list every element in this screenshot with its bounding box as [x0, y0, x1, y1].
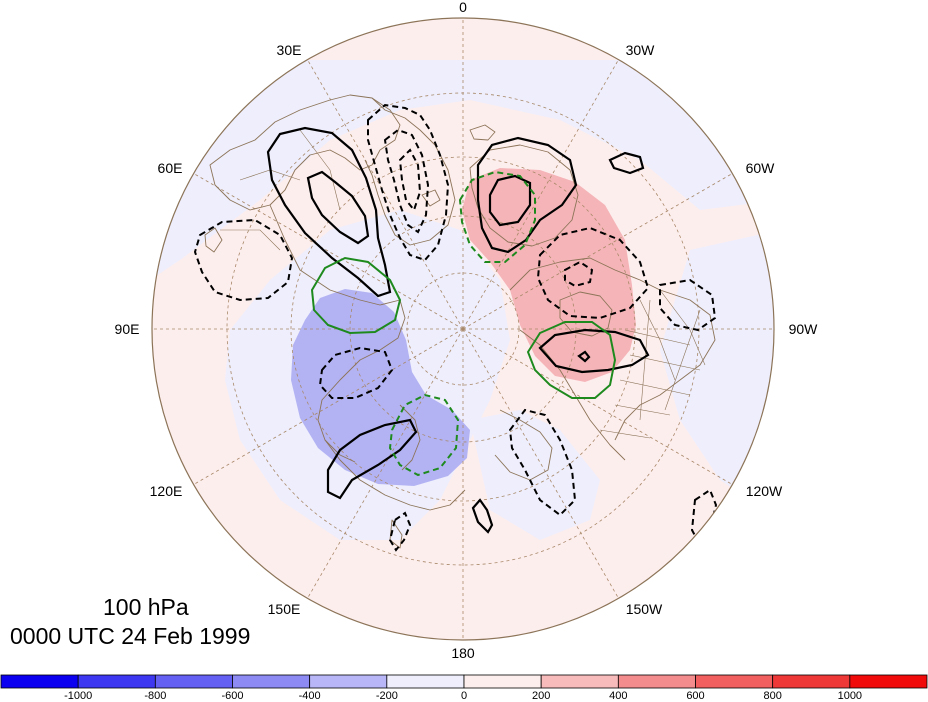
lon-label-120e: 120E — [150, 483, 183, 499]
colorbar-tick-label: -800 — [144, 690, 166, 702]
lon-label-120w: 120W — [746, 483, 783, 499]
dashed-contour-east-pacific — [690, 488, 718, 547]
colorbar-swatch — [232, 674, 311, 689]
lon-label-30e: 30E — [277, 42, 302, 58]
black-solid-contours — [266, 126, 650, 534]
lon-label-60e: 60E — [158, 160, 183, 176]
colorbar-swatch — [386, 674, 465, 689]
black-dashed-contours — [193, 103, 718, 552]
colorbar-tick-label: -400 — [299, 690, 321, 702]
colorbar-swatch — [0, 674, 79, 689]
green-contours — [310, 256, 617, 399]
dashed-contour-alaska — [508, 408, 577, 517]
coast-east-asia — [324, 439, 466, 511]
green-contour-canada — [526, 321, 617, 399]
longitude-labels: 0 30W 60W 90W 120W 150W 180 150E 120E 90… — [115, 0, 819, 661]
dashed-contour-labrador — [536, 226, 650, 320]
light-negative-region-southwest — [470, 410, 600, 540]
colorbar-swatch — [617, 674, 696, 689]
contour-europe-outer — [266, 126, 392, 298]
contour-north-pacific — [471, 498, 494, 534]
contour-east-asia — [326, 418, 418, 500]
green-dashed-contours — [388, 170, 536, 477]
lon-label-90e: 90E — [115, 321, 140, 337]
coast-scandinavia — [364, 97, 456, 246]
dashed-contour-japan — [388, 511, 412, 552]
lon-label-150e: 150E — [268, 601, 301, 617]
colorbar-swatch — [540, 674, 619, 689]
colorbar-tick-label: -1000 — [64, 690, 92, 702]
positive-anomaly-region — [462, 168, 636, 382]
coast-siberia — [269, 204, 406, 463]
colorbar-swatch — [695, 674, 774, 689]
colorbar-tick-label: 1000 — [838, 690, 862, 702]
dashed-contour-scandinavia-1 — [367, 103, 450, 262]
dashed-contour-labrador-inner — [564, 260, 594, 288]
contour-canada — [538, 328, 650, 374]
coast-europe — [209, 94, 401, 211]
coast-kamchatka — [399, 404, 421, 471]
coast-caspian — [204, 227, 223, 253]
coast-canada — [509, 257, 716, 441]
colorbar-swatch — [849, 674, 928, 689]
pressure-level-title: 100 hPa — [103, 594, 189, 620]
coast-alaska — [494, 409, 553, 481]
lon-label-90w: 90W — [789, 321, 819, 337]
colorbar-tick-label: -600 — [221, 690, 243, 702]
coast-north-america-west — [519, 329, 626, 461]
meridian-lines — [152, 18, 774, 640]
colorbar-tick-label: 400 — [609, 690, 627, 702]
colorbar: -1000 -800 -600 -400 -200 0 200 400 600 800 1000 — [0, 674, 928, 702]
lon-label-150w: 150W — [626, 601, 663, 617]
political-boundaries — [220, 129, 706, 439]
dashed-contour-scandinavia-2 — [383, 128, 430, 234]
colorbar-swatch — [154, 674, 233, 689]
colorbar-tick-label: 200 — [532, 690, 550, 702]
valid-time-title: 0000 UTC 24 Feb 1999 — [10, 623, 251, 649]
lon-label-0: 0 — [459, 0, 467, 15]
negative-anomaly-region — [291, 289, 470, 486]
shaded-fields — [152, 18, 774, 640]
colorbar-swatch — [309, 674, 388, 689]
dashed-contour-hudson — [659, 278, 717, 332]
dashed-contour-siberia — [318, 346, 394, 399]
lon-label-30w: 30W — [626, 42, 656, 58]
dashed-contour-caspian — [193, 218, 294, 302]
colorbar-tick-label: -200 — [376, 690, 398, 702]
contour-greenland-inner — [488, 174, 532, 227]
contour-europe-inner — [306, 170, 370, 245]
light-negative-region-north — [152, 60, 774, 280]
contour-canada-core — [577, 350, 591, 363]
colorbar-tick-label: 800 — [763, 690, 781, 702]
contour-greenland-outer — [476, 136, 578, 254]
colorbar-tick-label: 600 — [686, 690, 704, 702]
green-dashed-contour-greenland — [458, 170, 536, 263]
green-dashed-contour-kamchatka — [388, 393, 460, 477]
lon-label-60w: 60W — [746, 160, 776, 176]
coast-iceland — [469, 124, 496, 141]
green-contour-barents — [310, 256, 402, 335]
colorbar-tick-label: 0 — [461, 690, 467, 702]
lon-label-180: 180 — [451, 645, 475, 661]
colorbar-swatch — [463, 674, 542, 689]
contour-north-atlantic-small — [608, 151, 645, 175]
colorbar-swatch — [772, 674, 851, 689]
map-boundary — [151, 17, 775, 641]
colorbar-swatch — [77, 674, 156, 689]
